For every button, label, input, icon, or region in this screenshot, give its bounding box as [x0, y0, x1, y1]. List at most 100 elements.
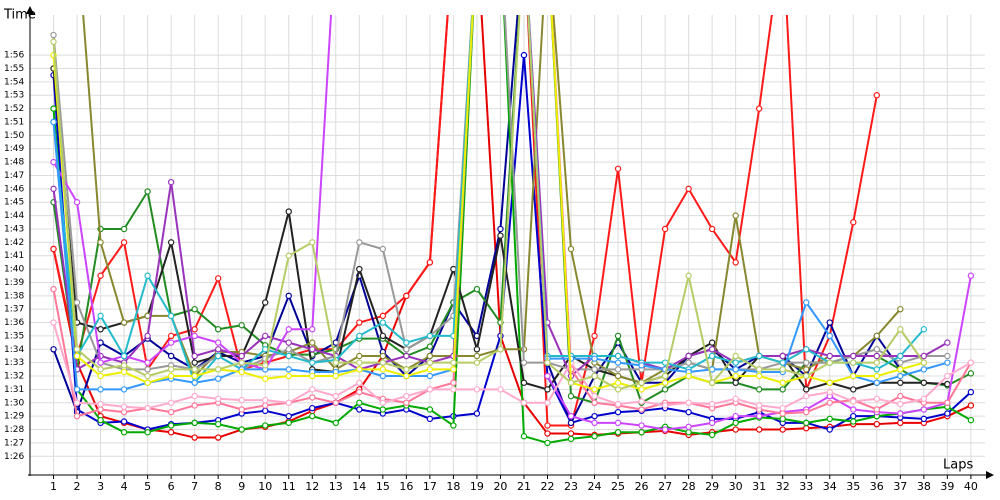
data-point — [262, 362, 269, 369]
data-point — [497, 346, 504, 353]
y-tick-label: 1:28 — [4, 425, 24, 435]
data-point — [850, 219, 857, 226]
data-point — [967, 416, 975, 424]
data-point — [567, 379, 575, 386]
data-point — [732, 419, 739, 427]
data-point — [262, 407, 269, 415]
x-tick-label: 23 — [564, 480, 578, 493]
data-point — [850, 412, 857, 420]
data-point — [332, 399, 339, 406]
series-line — [52, 15, 948, 371]
data-point — [309, 346, 316, 353]
y-tick-label: 1:33 — [4, 358, 24, 368]
x-tick-label: 4 — [121, 480, 128, 493]
data-point — [567, 392, 575, 400]
data-point — [779, 352, 786, 360]
data-point — [544, 399, 551, 406]
data-point — [285, 352, 292, 360]
data-point — [591, 366, 598, 373]
data-point — [897, 305, 904, 313]
data-point — [732, 259, 739, 266]
data-point — [120, 368, 128, 376]
x-tick-label: 29 — [705, 480, 719, 493]
data-point — [191, 326, 198, 333]
data-point — [167, 366, 175, 373]
data-point — [309, 372, 316, 380]
data-point — [755, 426, 763, 433]
x-tick-label: 17 — [423, 480, 437, 493]
data-point — [944, 359, 951, 366]
data-point — [426, 406, 434, 413]
data-point — [332, 372, 339, 380]
data-point — [638, 386, 645, 393]
data-point — [850, 359, 857, 366]
data-point — [873, 372, 880, 380]
data-point — [779, 366, 786, 373]
data-point — [826, 388, 833, 396]
data-point — [520, 379, 528, 386]
data-point — [144, 359, 151, 366]
data-point — [379, 352, 387, 360]
y-tick-label: 1:38 — [4, 291, 24, 301]
y-tick-label: 1:50 — [4, 131, 24, 141]
data-point — [850, 406, 857, 413]
data-point — [238, 352, 245, 360]
data-point — [426, 343, 434, 350]
data-point — [614, 366, 622, 373]
data-point — [591, 433, 598, 440]
data-point — [685, 423, 692, 431]
data-point — [803, 419, 810, 427]
data-point — [97, 366, 104, 373]
y-tick-label: 1:53 — [4, 91, 24, 101]
data-point — [73, 399, 81, 406]
data-point — [214, 339, 222, 346]
x-axis-label: Laps — [943, 458, 973, 473]
data-point — [450, 366, 457, 373]
data-point — [873, 352, 880, 360]
data-point — [897, 359, 904, 366]
data-point — [426, 366, 434, 373]
data-point — [614, 408, 622, 416]
data-point — [285, 292, 292, 300]
data-point — [614, 372, 622, 380]
data-point — [685, 359, 692, 366]
data-point — [214, 275, 222, 282]
data-point — [544, 430, 551, 437]
data-point — [144, 272, 151, 279]
y-tick-label: 1:45 — [4, 198, 24, 208]
data-point — [497, 232, 504, 239]
x-tick-label: 3 — [97, 480, 104, 493]
data-point — [332, 419, 339, 427]
data-point — [73, 352, 81, 360]
data-point — [803, 392, 810, 400]
data-point — [285, 412, 292, 420]
data-point — [426, 372, 434, 380]
x-tick-label: 24 — [588, 480, 602, 493]
data-point — [332, 392, 339, 400]
data-point — [356, 359, 363, 366]
data-point — [285, 366, 292, 373]
data-point — [732, 366, 739, 373]
data-point — [214, 346, 222, 353]
data-point — [332, 359, 339, 366]
y-tick-label: 1:34 — [4, 345, 24, 355]
x-tick-label: 16 — [399, 480, 413, 493]
y-tick-label: 1:55 — [4, 64, 24, 74]
data-point — [97, 416, 104, 424]
data-point — [309, 394, 316, 401]
data-point — [897, 392, 904, 400]
data-point — [191, 392, 198, 400]
y-tick-label: 1:44 — [4, 211, 24, 221]
data-point — [826, 415, 833, 423]
series-line — [52, 15, 972, 439]
data-point — [826, 426, 833, 433]
data-point — [309, 326, 316, 333]
data-point — [285, 399, 292, 406]
data-point — [685, 408, 692, 416]
x-tick-label: 18 — [446, 480, 460, 493]
data-point — [191, 366, 198, 373]
data-point — [944, 399, 951, 406]
data-point — [214, 395, 222, 402]
data-point — [97, 386, 104, 393]
data-point — [567, 245, 575, 253]
